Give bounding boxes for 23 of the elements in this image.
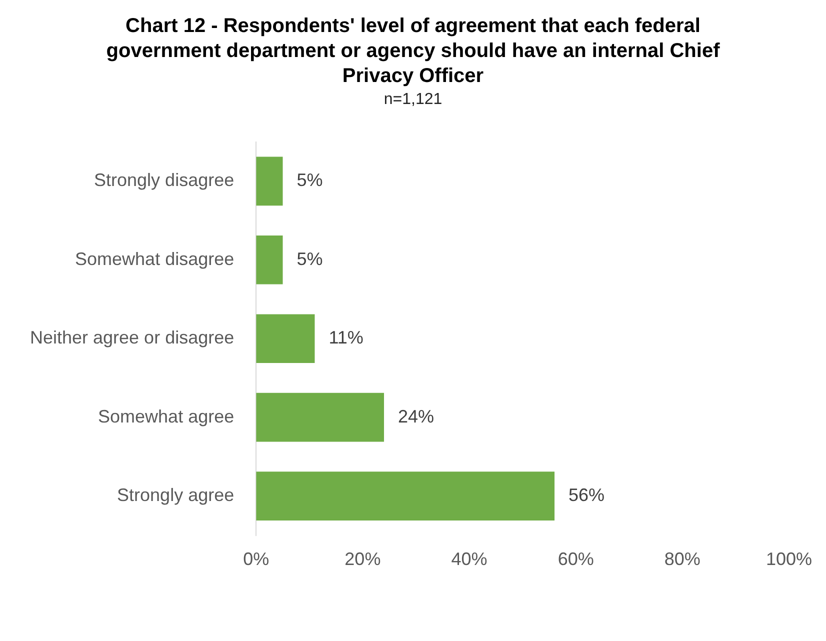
chart-title: Chart 12 - Respondents' level of agreement that each federal government department or agency should have an internal Chief Privacy Officer (105, 14, 721, 89)
data-label: 5% (296, 170, 323, 190)
data-label: 24% (398, 406, 434, 426)
chart-subtitle: n=1,121 (382, 91, 444, 109)
y-tick-label: Strongly agree (117, 485, 234, 506)
data-label: 5% (296, 248, 323, 269)
x-tick-label: 40% (451, 549, 488, 570)
bar (256, 472, 555, 520)
data-label: 11% (328, 328, 364, 348)
y-tick-label: Strongly disagree (94, 170, 234, 190)
bar (256, 235, 283, 284)
x-tick-label: 100% (766, 549, 812, 570)
bar (256, 314, 315, 364)
data-label: 56% (568, 485, 605, 506)
y-tick-label: Somewhat disagree (75, 248, 234, 269)
x-tick-label: 0% (243, 549, 270, 570)
x-tick-label: 80% (664, 549, 700, 570)
y-tick-label: Neither agree or disagree (30, 328, 234, 348)
bar (256, 156, 283, 206)
bar (256, 392, 384, 442)
x-tick-label: 20% (344, 549, 381, 570)
y-tick-label: Somewhat agree (98, 406, 234, 426)
x-tick-label: 60% (558, 549, 594, 570)
